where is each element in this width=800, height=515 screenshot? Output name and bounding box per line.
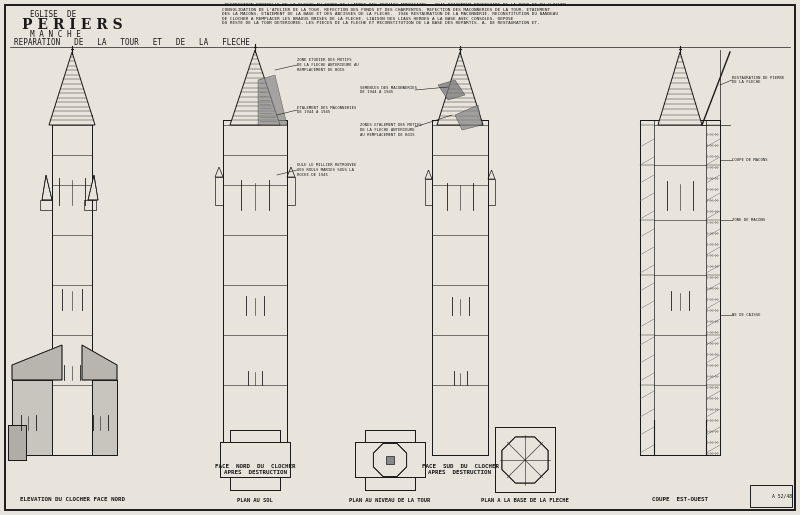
Text: FACE  NORD  DU  CLOCHER
APRES  DESTRUCTION: FACE NORD DU CLOCHER APRES DESTRUCTION [214,464,295,475]
Polygon shape [437,52,483,125]
Text: DESTRUCTION PARTIELLE DE LA FLECHE AU COURS DE L'ANNEE DES TRAVAUX AMERICAINS.  : DESTRUCTION PARTIELLE DE LA FLECHE AU CO… [222,3,569,25]
Bar [8,425,26,460]
Bar [355,442,425,477]
Bar [52,115,92,455]
Text: P E R I E R S: P E R I E R S [22,18,122,32]
Text: SEMENCES DES MACONNERIES
DE 1944 A 1945: SEMENCES DES MACONNERIES DE 1944 A 1945 [360,85,417,94]
Text: ETALEMENT DES MACONNERIES
DE 1944 A 1945: ETALEMENT DES MACONNERIES DE 1944 A 1945 [297,106,356,114]
Bar [432,120,488,455]
Bar [40,200,52,210]
Polygon shape [374,443,406,476]
Bar [12,380,117,455]
Polygon shape [455,105,482,130]
Polygon shape [49,52,95,125]
Bar [750,485,792,507]
Polygon shape [438,80,465,100]
Text: M A N C H E: M A N C H E [30,30,81,39]
Bar [223,120,287,455]
Bar [355,442,425,477]
Polygon shape [42,175,52,200]
Text: EGLISE  DE: EGLISE DE [30,10,76,19]
Text: COUPE DE MACONS: COUPE DE MACONS [732,158,768,162]
Bar [223,120,287,455]
Bar [52,115,92,455]
Text: A 52/48: A 52/48 [772,493,792,499]
Bar [230,430,280,490]
Bar [84,200,96,210]
Text: ZONES ETALEMENT DES MOTIFS
DE LA FLECHE ANTERIEURE
AU REMPLACEMENT DE BOIS: ZONES ETALEMENT DES MOTIFS DE LA FLECHE … [360,124,422,136]
Polygon shape [258,75,287,125]
Bar [386,456,394,464]
Polygon shape [12,345,62,380]
Text: PLAN AU NIVEAU DE LA TOUR: PLAN AU NIVEAU DE LA TOUR [350,498,430,503]
Polygon shape [502,437,548,483]
Text: COUPE  EST-OUEST: COUPE EST-OUEST [652,497,708,502]
Bar [220,442,290,477]
Text: NE DE CAISSE: NE DE CAISSE [732,313,761,317]
Bar [220,442,290,477]
Bar [495,427,555,492]
Bar [488,179,495,205]
Polygon shape [88,175,98,200]
Text: ZONE DE MACONS: ZONE DE MACONS [732,218,766,222]
Bar [640,120,720,455]
Text: RESTAURATION DE PIERRE
DE LA FLECHE: RESTAURATION DE PIERRE DE LA FLECHE [732,76,784,84]
Bar [495,427,555,492]
Bar [365,430,415,490]
Polygon shape [658,52,702,125]
Polygon shape [230,50,280,125]
Bar [287,177,295,205]
Bar [432,120,488,455]
Text: OULE LE MILLIER RETROUVEE
OES ROULS MARIES SOUS LA
ROCHE DE 1945: OULE LE MILLIER RETROUVEE OES ROULS MARI… [297,163,356,177]
Polygon shape [82,345,117,380]
Bar [230,430,280,490]
Bar [12,380,117,455]
Text: REPARATION   DE   LA   TOUR   ET   DE   LA   FLECHE: REPARATION DE LA TOUR ET DE LA FLECHE [14,38,250,47]
Bar [365,430,415,490]
Bar [640,120,720,455]
Bar [215,177,223,205]
Text: ZONE ETUDIER DES MOTIFS
DE LA FLECHE ANTERIEURE AU
REMPLACEMENT DE BOIS: ZONE ETUDIER DES MOTIFS DE LA FLECHE ANT… [297,58,358,72]
Text: FACE  SUD  DU  CLOCHER
APRES  DESTRUCTION: FACE SUD DU CLOCHER APRES DESTRUCTION [422,464,498,475]
Text: PLAN AU SOL: PLAN AU SOL [237,498,273,503]
Bar [425,179,432,205]
Bar [52,115,92,455]
Text: ELEVATION DU CLOCHER FACE NORD: ELEVATION DU CLOCHER FACE NORD [19,497,125,502]
Text: PLAN A LA BASE DE LA FLECHE: PLAN A LA BASE DE LA FLECHE [481,498,569,503]
Bar [8,425,26,460]
